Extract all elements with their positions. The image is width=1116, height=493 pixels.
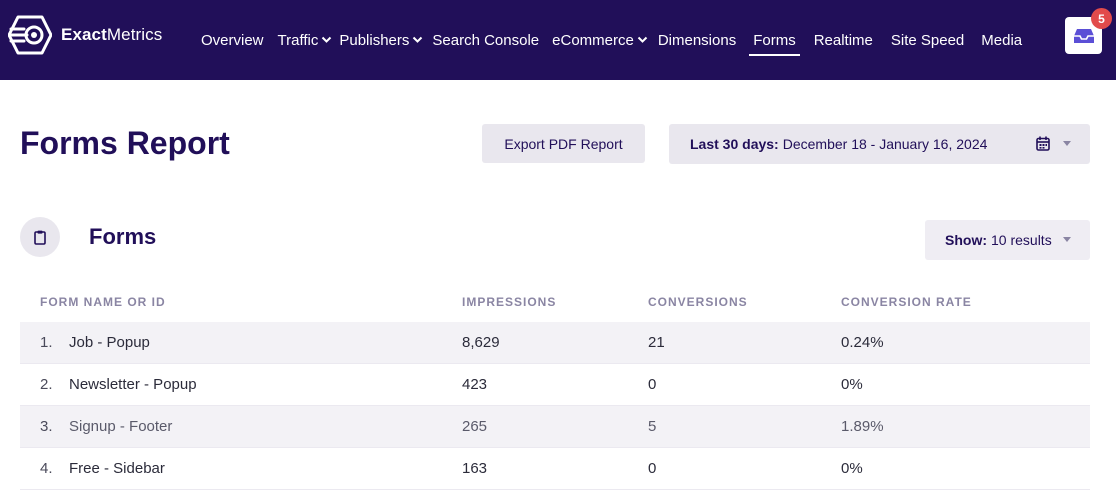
nav-media[interactable]: Media	[981, 0, 1022, 80]
nav-label: Publishers	[339, 31, 410, 49]
table-header: Form Name or ID Impressions Conversions …	[20, 282, 1090, 322]
top-navigation-bar: ExactMetrics Overview Traffic Publishers…	[0, 0, 1116, 80]
conversions-cell: 21	[648, 334, 665, 351]
nav-label: Forms	[753, 31, 796, 49]
table-row: 1. Job - Popup 8,629 21 0.24%	[20, 322, 1090, 364]
conversions-cell: 5	[648, 418, 657, 435]
calendar-icon	[1036, 136, 1050, 151]
form-name-cell: 2. Newsletter - Popup	[40, 376, 197, 393]
nav-label: Traffic	[277, 31, 319, 49]
row-index: 3.	[40, 418, 53, 435]
form-name-cell: 1. Job - Popup	[40, 334, 150, 351]
form-name-cell: 3. Signup - Footer	[40, 418, 172, 435]
conversions-cell: 0	[648, 376, 657, 393]
form-name: Signup - Footer	[69, 418, 173, 435]
row-index: 2.	[40, 376, 53, 393]
forms-section-icon	[20, 217, 60, 257]
impressions-cell: 423	[462, 376, 488, 393]
chevron-down-icon	[413, 36, 423, 43]
chevron-down-icon	[637, 36, 648, 43]
nav-traffic[interactable]: Traffic	[278, 0, 333, 80]
conversion-rate-cell: 0%	[841, 460, 863, 477]
nav-label: Media	[981, 31, 1023, 49]
caret-down-icon	[1063, 237, 1071, 242]
row-index: 4.	[40, 460, 53, 477]
nav-label: Realtime	[813, 31, 873, 49]
notification-count-badge[interactable]: 5	[1091, 8, 1112, 29]
column-header-form-name[interactable]: Form Name or ID	[40, 295, 166, 309]
brand-name: ExactMetrics	[61, 25, 163, 44]
conversion-rate-cell: 0%	[841, 376, 863, 393]
brand-logo[interactable]: ExactMetrics	[8, 15, 162, 55]
show-prefix: Show:	[945, 232, 987, 248]
date-range-prefix: Last 30 days:	[690, 136, 779, 152]
nav-dimensions[interactable]: Dimensions	[658, 0, 736, 80]
nav-label: eCommerce	[552, 31, 634, 49]
impressions-cell: 8,629	[462, 334, 500, 351]
results-count-select[interactable]: Show: 10 results	[925, 220, 1090, 260]
clipboard-icon	[34, 230, 46, 245]
show-value: 10 results	[991, 232, 1052, 248]
impressions-cell: 163	[462, 460, 488, 477]
conversion-rate-cell: 0.24%	[841, 334, 884, 351]
nav-label: Overview	[201, 31, 264, 49]
date-range-picker[interactable]: Last 30 days: December 18 - January 16, …	[669, 124, 1090, 164]
forms-table: Form Name or ID Impressions Conversions …	[20, 282, 1090, 490]
conversion-rate-cell: 1.89%	[841, 418, 884, 435]
nav-label: Search Console	[432, 31, 540, 49]
form-name: Newsletter - Popup	[69, 376, 197, 393]
nav-site-speed[interactable]: Site Speed	[891, 0, 964, 80]
export-pdf-button[interactable]: Export PDF Report	[482, 124, 645, 163]
nav-search-console[interactable]: Search Console	[432, 0, 539, 80]
nav-label: Dimensions	[657, 31, 737, 49]
nav-overview[interactable]: Overview	[201, 0, 264, 80]
table-row: 2. Newsletter - Popup 423 0 0%	[20, 364, 1090, 406]
impressions-cell: 265	[462, 418, 488, 435]
column-header-impressions[interactable]: Impressions	[462, 295, 557, 309]
row-index: 1.	[40, 334, 53, 351]
table-row: 4. Free - Sidebar 163 0 0%	[20, 448, 1090, 490]
form-name: Free - Sidebar	[69, 460, 165, 477]
date-range-value: December 18 - January 16, 2024	[782, 136, 988, 152]
exactmetrics-target-logo-icon	[8, 15, 52, 55]
conversions-cell: 0	[648, 460, 657, 477]
main-nav: Overview Traffic Publishers Search Conso…	[201, 0, 1022, 80]
nav-realtime[interactable]: Realtime	[814, 0, 873, 80]
section-title: Forms	[89, 224, 157, 249]
form-name: Job - Popup	[69, 334, 150, 351]
inbox-tray-icon	[1073, 28, 1094, 43]
nav-ecommerce[interactable]: eCommerce	[552, 0, 648, 80]
nav-forms[interactable]: Forms	[749, 0, 800, 80]
column-header-conversions[interactable]: Conversions	[648, 295, 748, 309]
chevron-down-icon	[322, 36, 332, 43]
nav-publishers[interactable]: Publishers	[339, 0, 423, 80]
column-header-conversion-rate[interactable]: Conversion Rate	[841, 295, 972, 309]
page-title: Forms Report	[20, 125, 230, 161]
table-row: 3. Signup - Footer 265 5 1.89%	[20, 406, 1090, 448]
nav-label: Site Speed	[890, 31, 965, 49]
caret-down-icon	[1063, 141, 1071, 146]
form-name-cell: 4. Free - Sidebar	[40, 460, 165, 477]
